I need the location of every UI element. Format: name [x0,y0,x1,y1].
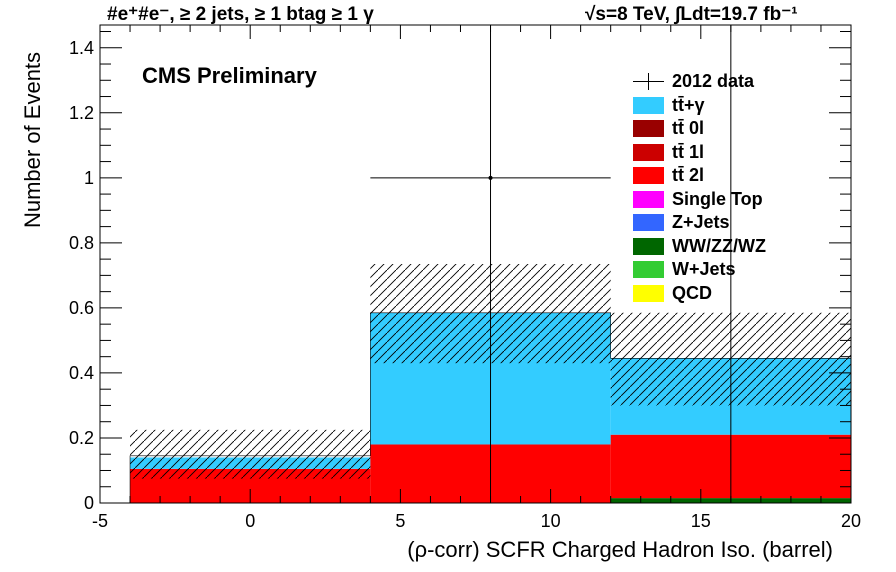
legend-item-diboson: WW/ZZ/WZ [633,235,843,259]
legend-item-zjets: Z+Jets [633,211,843,235]
x-tick-label: -5 [92,511,108,531]
x-tick-label: 10 [541,511,561,531]
y-tick-label: 0.2 [69,428,94,448]
y-tick-label: 0.6 [69,298,94,318]
y-tick-label: 1.2 [69,103,94,123]
y-tick-label: 0.8 [69,233,94,253]
legend-swatch [633,143,664,161]
legend-item-qcd: QCD [633,282,843,306]
y-tick-label: 1 [84,168,94,188]
plot-frame [99,24,852,504]
x-axis-title: (ρ-corr) SCFR Charged Hadron Iso. (barre… [407,537,833,562]
legend-swatch [633,167,664,185]
legend: 2012 data tt̄+γ tt̄ 0l tt̄ 1l tt̄ 2l Sin… [633,70,843,305]
legend-item-single-top: Single Top [633,188,843,212]
legend-label: tt̄ 0l [672,118,705,139]
data-marker-icon [633,73,664,91]
channel-title: #e⁺#e⁻, ≥ 2 jets, ≥ 1 btag ≥ 1 γ [107,4,374,25]
legend-label: Single Top [672,188,763,209]
legend-item-tt-1l: tt̄ 1l [633,141,843,165]
legend-swatch [633,261,664,279]
x-tick-label: 15 [691,511,711,531]
y-tick-label: 0.4 [69,363,94,383]
y-axis-ticks: 0 0.2 0.4 0.6 0.8 1 1.2 1.4 [69,31,851,513]
legend-swatch [633,96,664,114]
x-tick-label: 20 [841,511,861,531]
legend-item-tt-2l: tt̄ 2l [633,164,843,188]
legend-item-ttgamma: tt̄+γ [633,94,843,118]
y-axis-title: Number of Events [20,51,45,229]
x-axis-ticks: -5 0 5 10 15 20 [92,25,861,531]
y-tick-label: 1.4 [69,38,94,58]
data-point [488,175,493,180]
x-tick-label: 5 [395,511,405,531]
legend-label: W+Jets [672,259,736,280]
data-points [370,25,732,503]
y-tick-label: 0 [84,493,94,513]
legend-item-wjets: W+Jets [633,258,843,282]
legend-swatch [633,190,664,208]
legend-label: Z+Jets [672,212,730,233]
axes-frame [99,24,852,504]
legend-item-tt-0l: tt̄ 0l [633,117,843,141]
legend-label: 2012 data [672,71,755,92]
legend-swatch [633,284,664,302]
cms-preliminary-label: CMS Preliminary [142,63,317,88]
legend-swatch [633,214,664,232]
legend-item-data: 2012 data [633,70,843,94]
legend-swatch [633,120,664,138]
legend-label: WW/ZZ/WZ [672,235,766,256]
luminosity-title: √s=8 TeV, ∫Ldt=19.7 fb⁻¹ [585,4,798,25]
legend-label: tt̄ 1l [672,141,705,162]
legend-label: QCD [672,282,712,303]
legend-swatch [633,237,664,255]
uncertainty-hatch [130,429,371,479]
x-tick-label: 0 [245,511,255,531]
legend-label: tt̄+γ [672,94,705,115]
legend-label: tt̄ 2l [672,165,705,186]
